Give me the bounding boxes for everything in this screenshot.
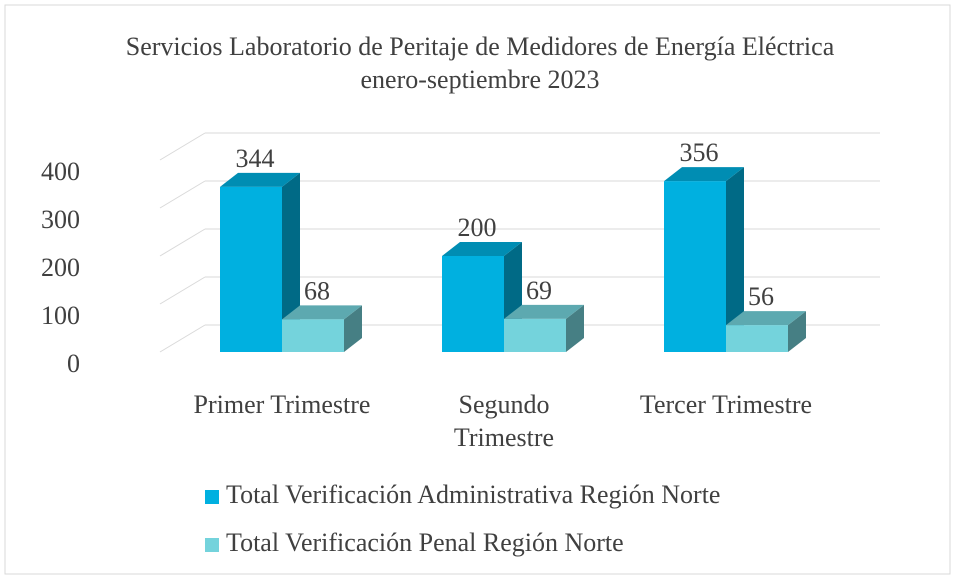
- y-tick-label: 300: [41, 205, 80, 234]
- grid-line-side: [159, 276, 206, 305]
- value-label: 356: [680, 138, 719, 167]
- bar-top: [504, 304, 584, 319]
- legend-label: Total Verificación Administrativa Región…: [226, 480, 720, 509]
- y-tick-label: 400: [41, 157, 80, 186]
- grid-line-side: [159, 180, 206, 209]
- bar: [504, 318, 566, 352]
- legend-label: Total Verificación Penal Región Norte: [226, 528, 624, 557]
- bar-top: [664, 167, 744, 182]
- bar: [282, 319, 344, 352]
- grid-line-side: [159, 228, 206, 257]
- value-label: 69: [526, 276, 552, 305]
- bar-side: [566, 304, 584, 352]
- bar: [664, 181, 726, 352]
- value-label: 56: [748, 282, 774, 311]
- x-tick-label: Segundo Trimestre: [453, 390, 555, 452]
- bar-top: [220, 172, 300, 187]
- value-label: 200: [458, 213, 497, 242]
- bar-top: [282, 305, 362, 320]
- bar: [442, 256, 504, 352]
- bar: [726, 325, 788, 352]
- bar: [220, 186, 282, 352]
- chart-title: Servicios Laboratorio de Peritaje de Med…: [125, 32, 835, 94]
- bar-side: [726, 167, 744, 352]
- grid-line-side: [159, 324, 206, 353]
- bar-side: [344, 305, 362, 352]
- y-tick-label: 200: [41, 253, 80, 282]
- legend-swatch: [205, 538, 219, 552]
- grid-line-side: [159, 132, 206, 161]
- legend-swatch: [205, 490, 219, 504]
- y-tick-label: 0: [67, 349, 80, 378]
- bar-side: [282, 172, 300, 352]
- value-label: 344: [236, 144, 275, 173]
- x-tick-label: Tercer Trimestre: [639, 390, 813, 419]
- bar-top: [726, 311, 806, 326]
- value-label: 68: [304, 276, 330, 305]
- bar-top: [442, 242, 522, 256]
- x-tick-label: Primer Trimestre: [193, 390, 371, 419]
- y-tick-label: 100: [41, 301, 80, 330]
- bar-side: [788, 311, 806, 352]
